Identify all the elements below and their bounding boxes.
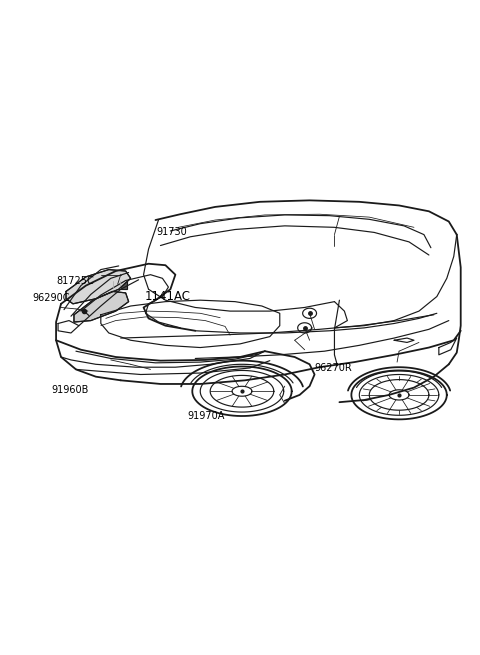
Text: 81725C: 81725C xyxy=(56,276,94,286)
Text: 1141AC: 1141AC xyxy=(144,290,191,303)
Text: 96270R: 96270R xyxy=(314,363,352,373)
Text: 91960B: 91960B xyxy=(51,386,89,396)
Polygon shape xyxy=(74,291,129,322)
Text: 91730: 91730 xyxy=(156,227,187,237)
Polygon shape xyxy=(66,270,131,304)
Text: 91970A: 91970A xyxy=(188,411,225,421)
FancyBboxPatch shape xyxy=(109,280,127,288)
Text: 96290C: 96290C xyxy=(33,293,70,303)
